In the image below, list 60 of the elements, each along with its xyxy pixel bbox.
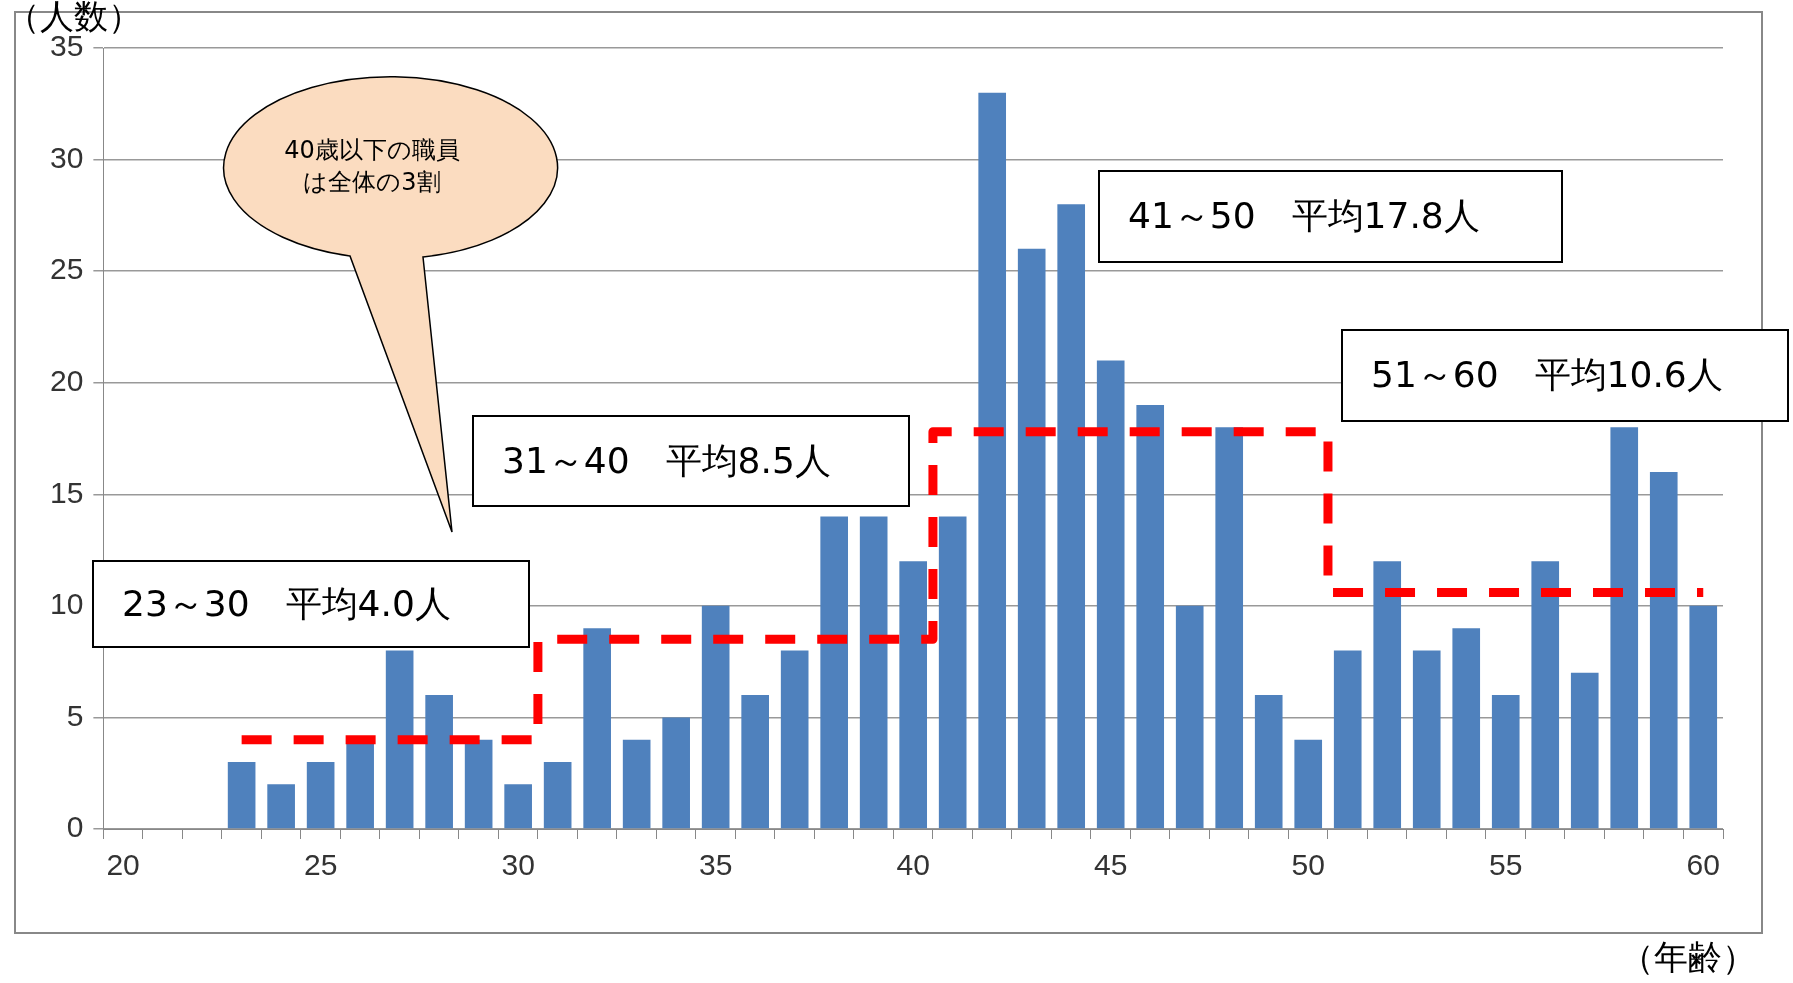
- bar: [306, 762, 335, 829]
- bar: [1531, 561, 1560, 829]
- bar: [859, 516, 888, 829]
- y-tick-label: 30: [49, 140, 84, 174]
- bar: [1333, 650, 1362, 829]
- bar: [1294, 739, 1323, 829]
- bar: [1254, 695, 1283, 829]
- annotation: 40歳以下の職員は全体の3割: [283, 135, 461, 198]
- y-axis-title: （人数）: [6, 0, 142, 36]
- bar: [1570, 672, 1599, 829]
- bar: [1412, 650, 1441, 829]
- bar: [1096, 360, 1125, 829]
- bar: [583, 628, 611, 829]
- bar: [267, 784, 295, 829]
- bar: [701, 605, 730, 829]
- x-tick-label: 55: [1489, 848, 1523, 882]
- bar: [1610, 427, 1639, 829]
- y-tick-label: 0: [66, 810, 84, 844]
- bar: [543, 762, 572, 829]
- bar: [1452, 628, 1481, 829]
- x-tick-label: 30: [501, 848, 535, 882]
- annotation: 31～40 平均8.5人: [472, 415, 910, 507]
- bar: [741, 695, 769, 829]
- y-tick-label: 20: [49, 363, 84, 397]
- bar: [899, 561, 928, 829]
- bar: [1373, 561, 1402, 829]
- x-axis-title: （年齢）: [1620, 936, 1756, 979]
- bar: [1215, 427, 1244, 829]
- annotation: 41～50 平均17.8人: [1098, 170, 1563, 263]
- x-tick-label: 50: [1291, 848, 1325, 882]
- bar: [1175, 605, 1204, 829]
- x-tick-label: 20: [106, 848, 140, 882]
- bar: [978, 92, 1007, 829]
- y-tick-label: 15: [49, 475, 84, 509]
- bar: [1689, 605, 1718, 829]
- bar: [820, 516, 848, 829]
- annotation: 51～60 平均10.6人: [1341, 329, 1789, 422]
- bar: [425, 695, 453, 829]
- bar: [385, 650, 414, 829]
- bar: [1136, 405, 1165, 829]
- bar: [662, 717, 690, 829]
- y-tick-label: 5: [66, 698, 84, 732]
- annotation: 23～30 平均4.0人: [92, 560, 530, 648]
- bar: [464, 739, 493, 829]
- y-tick-label: 10: [49, 587, 84, 621]
- x-tick-label: 60: [1686, 848, 1720, 882]
- bar: [227, 762, 256, 829]
- bar: [622, 739, 651, 829]
- bar: [504, 784, 532, 829]
- bar: [1057, 204, 1086, 829]
- bar: [938, 516, 967, 829]
- bar: [1491, 695, 1520, 829]
- x-tick-label: 45: [1094, 848, 1128, 882]
- bar: [780, 650, 809, 829]
- x-tick-label: 25: [303, 848, 338, 882]
- y-tick-label: 25: [49, 252, 84, 286]
- x-tick-label: 35: [698, 848, 733, 882]
- bar: [1649, 471, 1678, 829]
- x-tick-label: 40: [896, 848, 930, 882]
- bar: [1017, 248, 1046, 829]
